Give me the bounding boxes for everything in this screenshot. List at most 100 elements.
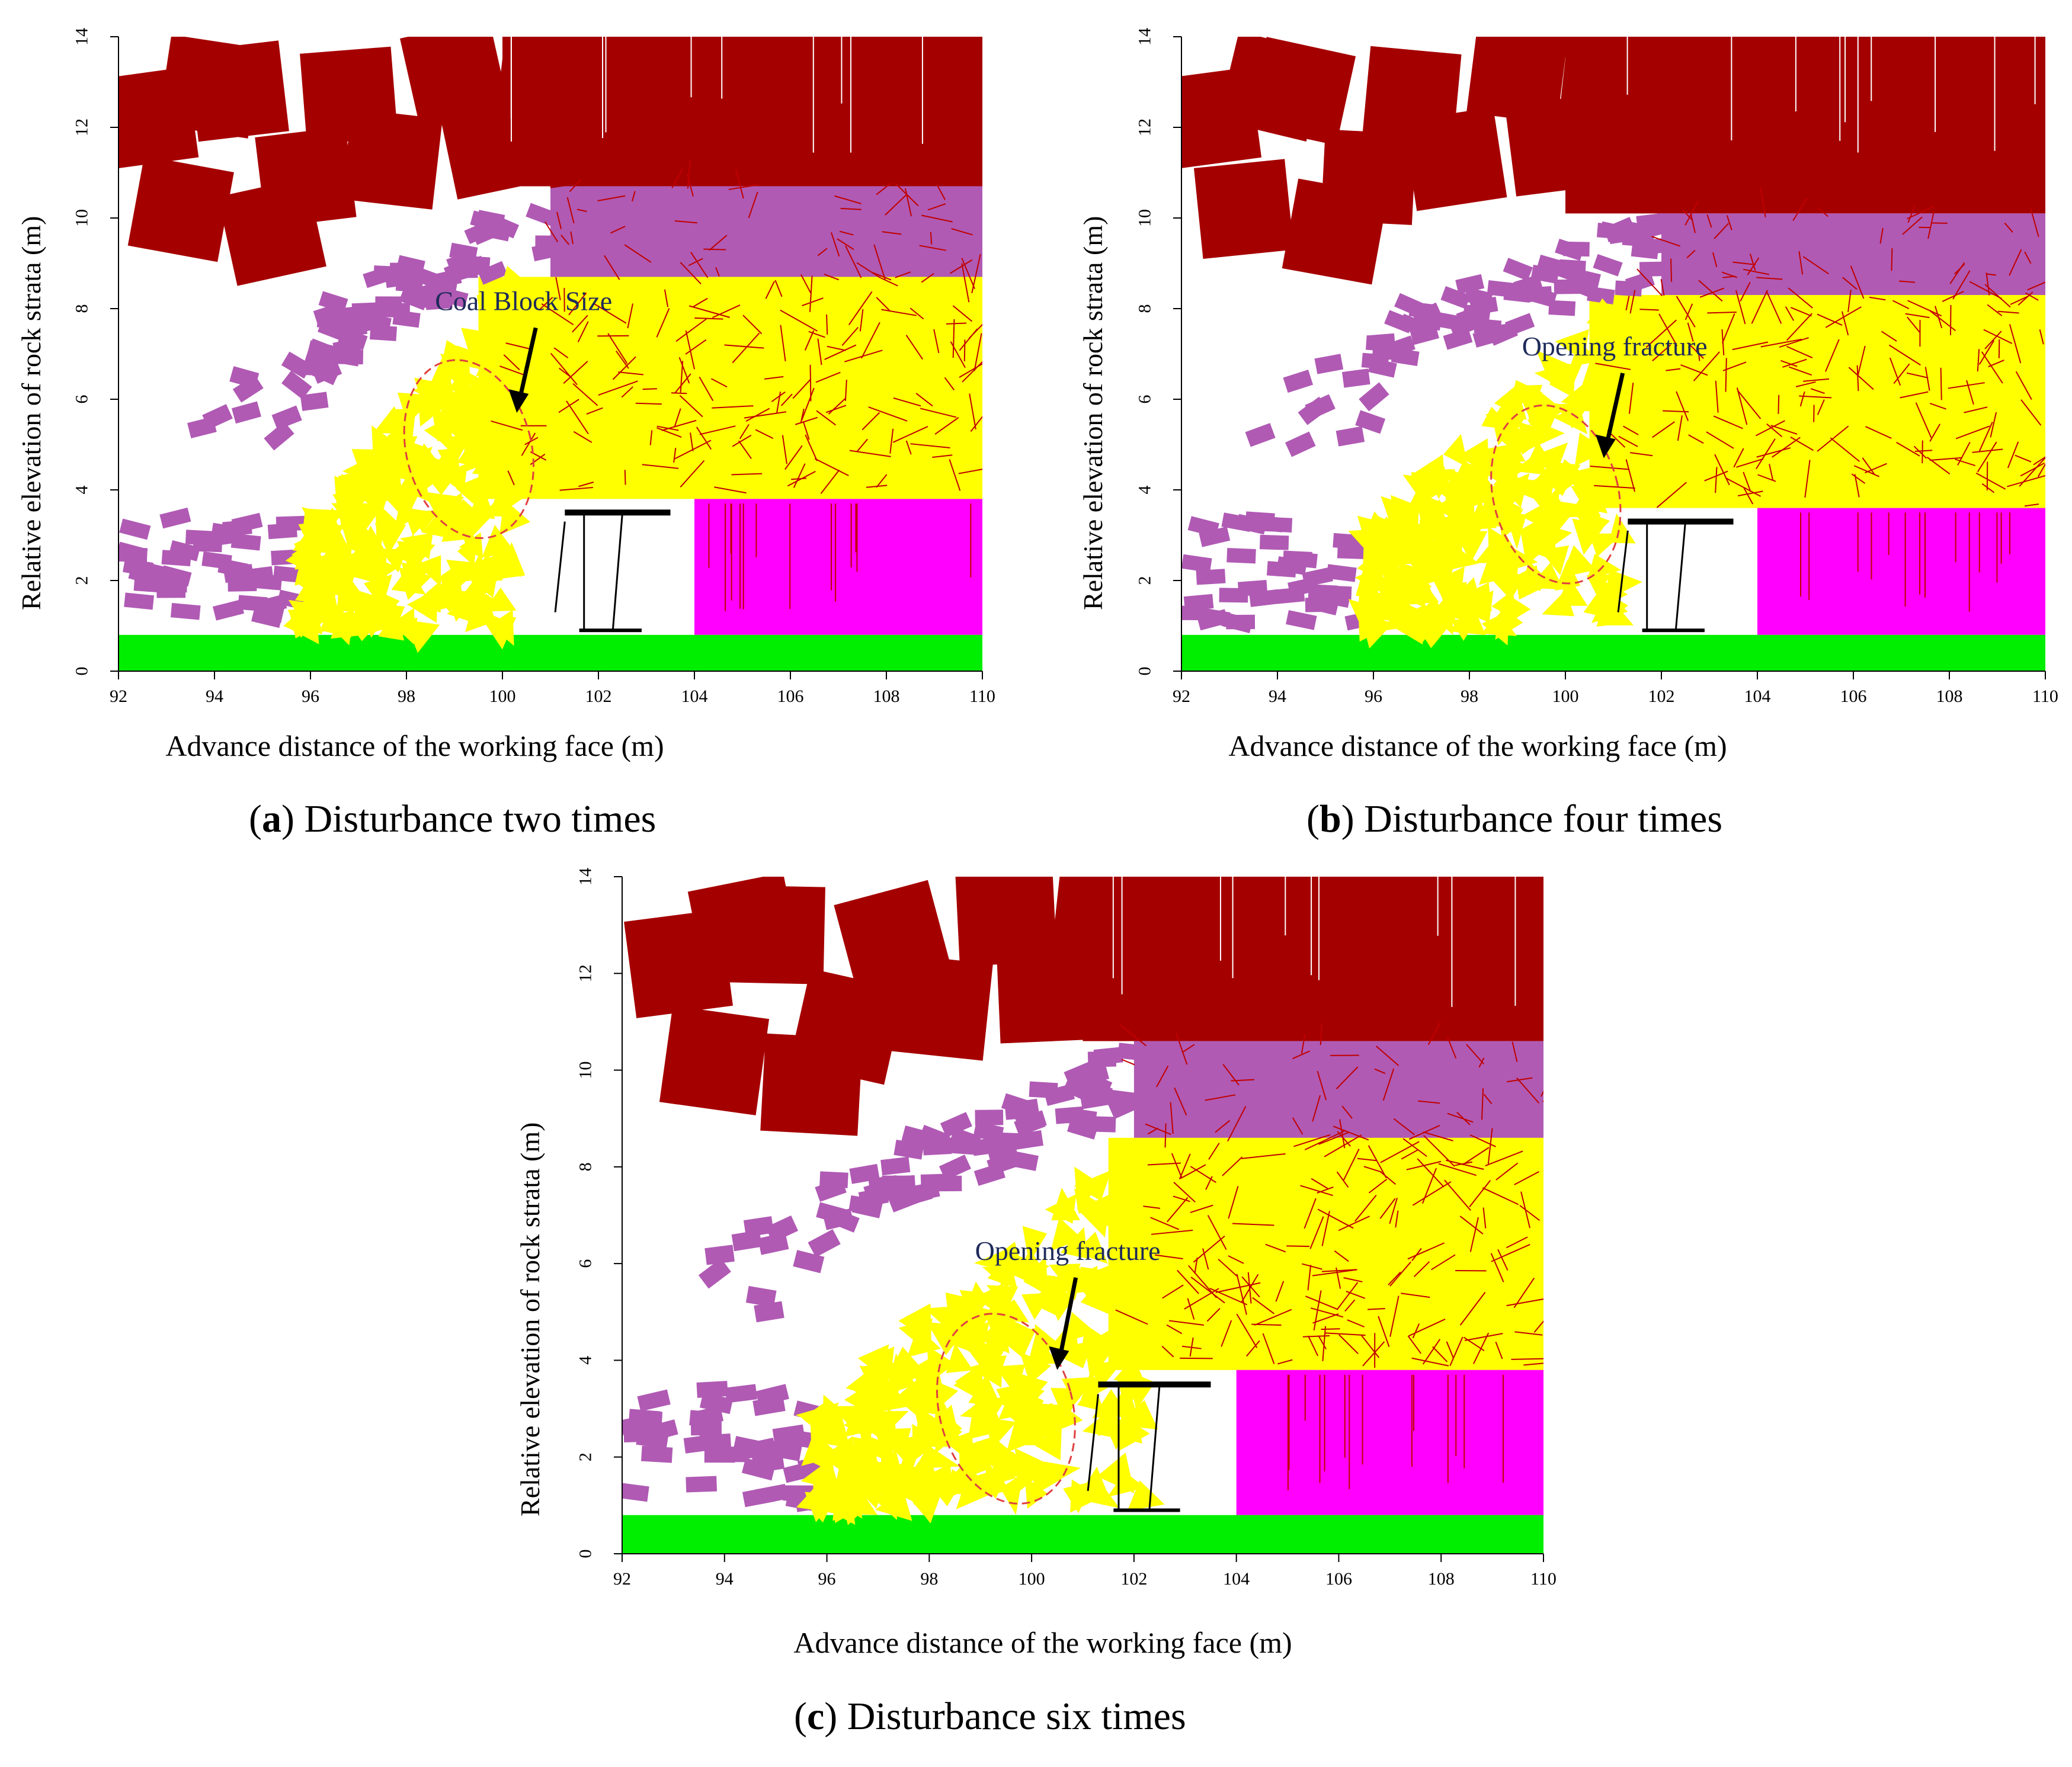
panel-b-x-axis-label: Advance distance of the working face (m) [1228,729,1727,762]
coal-fracture-line [1656,482,1687,508]
y-tick-label: 8 [1135,304,1155,313]
y-tick-label: 2 [576,1452,595,1461]
coal-fracture-line [573,431,593,443]
coal-fracture-line [2010,295,2029,305]
coal-fracture-line [1984,284,2011,308]
y-tick-label: 4 [72,486,92,495]
x-tick-label: 96 [302,687,319,706]
coal-fracture-line [524,437,539,445]
coal-fragment [974,1403,1004,1429]
immediate-roof-block [449,242,478,262]
coal-fragment [414,377,449,411]
immediate-roof-block [743,1437,777,1460]
coal-fracture-line [1241,1153,1286,1159]
coal-fracture-line [1766,423,1783,438]
caption-b-text: ) Disturbance four times [1341,797,1723,841]
coal-fracture-line [1304,1198,1317,1229]
coal-fragment [1379,544,1412,574]
coal-fracture-line [1228,1186,1239,1219]
immediate-roof-block [1276,556,1308,575]
immediate-roof-block [158,577,187,593]
coal-fracture-line [1487,1128,1493,1165]
coal-fracture-line [680,262,702,285]
coal-fracture-line [724,344,764,349]
coal-fracture-line [2007,441,2019,469]
coal-fracture-line [1401,1149,1419,1160]
immediate-roof-block [1326,564,1357,582]
coal-fracture-line [1697,346,1700,361]
coal-fragment [347,536,383,573]
coal-fracture-line [572,383,598,406]
roof-fracture-line [1483,1093,1493,1105]
coal-fracture-line [1865,463,1887,474]
panel-b-axes [1173,36,2046,679]
coal-fracture-line [1725,358,1727,392]
coal-fracture-line [809,275,813,312]
coal-fracture-line [550,352,578,386]
y-tick-label: 12 [1135,118,1155,136]
coal-fracture-line [1714,454,1730,486]
coal-fracture-line [559,486,593,491]
coal-fracture-line [674,440,712,460]
roof-fracture-line [1336,1066,1359,1089]
coal-fracture-line [1407,1242,1445,1260]
x-tick-label: 94 [716,1569,734,1589]
coal-fracture-line [1977,349,1980,372]
coal-fracture-line [1990,412,1997,438]
coal-fracture-line [742,315,763,335]
caption-b: (b) Disturbance four times [1306,797,1723,841]
roof-fracture-line [2024,251,2032,264]
coal-fragment [303,525,341,556]
coal-fracture-line [1955,425,1990,440]
caption-a: (a) Disturbance two times [249,797,656,841]
main-roof-block [438,91,547,200]
coal-fragment [375,512,396,539]
coal-fracture-line [1766,290,1782,324]
immediate-roof-block [399,287,429,310]
main-roof-block [1600,85,1703,188]
coal-fragment [373,406,408,434]
roof-fracture-line [1690,214,1696,233]
coal-fracture-line [714,486,747,494]
coal-fracture-line [876,474,888,488]
coal-fragment [1394,524,1429,545]
coal-fracture-line [800,274,812,294]
x-tick-label: 108 [1936,687,1963,706]
coal-fracture-line [553,347,569,358]
immediate-roof-block [281,370,312,400]
coal-fracture-line [1790,307,1812,317]
coal-fracture-line [793,463,806,488]
coal-fracture-line [1929,310,1956,332]
coal-fracture-line [1907,316,1920,333]
coal-fracture-line [1423,1131,1453,1141]
immediate-roof-block [1487,280,1515,298]
immediate-roof-block [808,1229,841,1258]
coal-fracture-line [1625,296,1630,310]
x-tick-label: 94 [1269,687,1286,706]
annotation-ellipse [1490,404,1622,585]
coal-fracture-line [1228,1255,1244,1264]
immediate-roof-block [894,1139,924,1160]
coal-fracture-line [539,297,553,310]
coal-fracture-line [1594,485,1635,489]
roof-fracture-line [1798,251,1804,275]
coal-fracture-line [1735,290,1746,325]
coal-fracture-line [685,339,707,355]
coal-fragment [417,555,441,587]
roof-fracture-line [1341,1105,1353,1119]
roof-fracture-line [1446,1037,1457,1059]
coal-fragment [959,1290,994,1322]
y-tick-label: 6 [1135,395,1155,404]
coal-fracture-line [1194,1257,1198,1274]
coal-fracture-line [1780,360,1798,367]
coal-fracture-line [1987,304,2003,316]
annotation-label: Opening fracture [1522,331,1708,361]
coal-fracture-line [699,425,736,435]
coal-fracture-line [1344,1299,1356,1312]
support-shield [1087,1394,1099,1492]
coal-fracture-line [1513,1277,1535,1309]
coal-fragment [1448,605,1486,636]
coal-fragment [946,1343,973,1373]
